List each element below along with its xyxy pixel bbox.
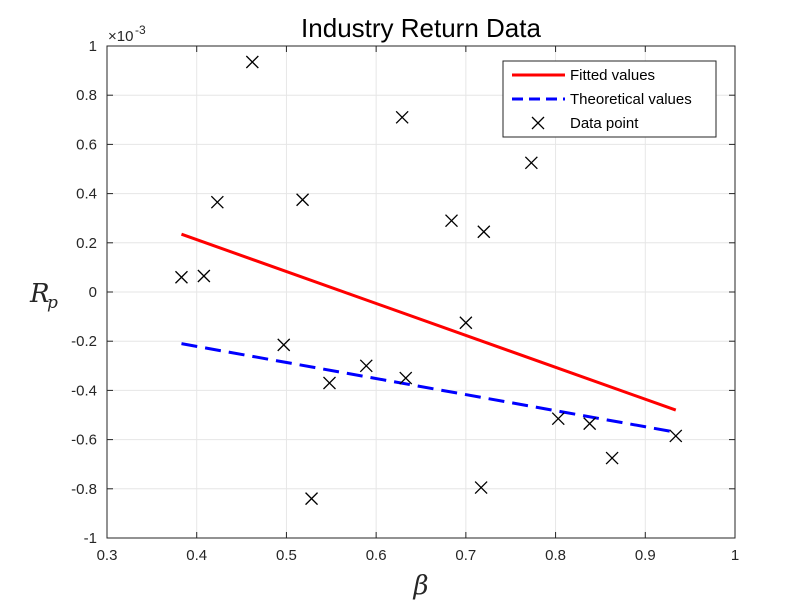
data-point-marker	[477, 225, 491, 239]
data-point-marker	[605, 451, 619, 465]
y-tick-label: -0.2	[71, 333, 97, 350]
y-tick-label: -0.6	[71, 432, 97, 449]
series-line-0	[180, 232, 677, 412]
axis-exponent-power: -3	[135, 23, 146, 37]
data-point-marker	[245, 55, 259, 69]
data-point-marker	[445, 214, 458, 228]
x-tick-label: 0.7	[455, 547, 476, 564]
data-point-marker	[305, 492, 319, 506]
axis-exponent: ×10 -3	[108, 23, 146, 45]
y-tick-label: 1	[89, 38, 97, 55]
legend-label: Data point	[570, 115, 639, 132]
series-line-1	[181, 342, 677, 434]
data-point-marker	[524, 156, 538, 170]
data-point-marker	[583, 417, 597, 431]
data-point-marker	[197, 269, 211, 283]
legend-label: Theoretical values	[570, 91, 692, 108]
ticks: 0.3 0.4 0.5 0.6 0.7 0.8 0.9 1 -1 -0.8 -0.6 -0.4 -0.2…	[71, 38, 739, 564]
data-point-marker	[175, 270, 188, 284]
y-tick-label: -0.8	[71, 481, 97, 498]
x-tick-label: 0.4	[186, 547, 207, 564]
legend: Fitted values Theoretical values Data poin…	[502, 60, 717, 138]
series	[175, 55, 683, 506]
y-tick-label: -0.4	[71, 382, 97, 399]
y-axis-label-main: R	[29, 279, 50, 309]
data-point-marker	[277, 338, 291, 352]
x-tick-label: 0.9	[635, 547, 656, 564]
data-point-marker	[669, 429, 683, 443]
y-axis-label: R p	[29, 279, 58, 313]
data-point-marker	[474, 481, 488, 495]
chart-title: Industry Return Data	[301, 13, 541, 43]
data-point-marker	[323, 376, 336, 390]
data-point-marker	[551, 412, 565, 426]
y-axis-label-subscript: p	[47, 293, 58, 313]
data-point-marker	[359, 359, 373, 373]
x-tick-label: 0.5	[276, 547, 297, 564]
data-point-marker	[399, 371, 413, 385]
data-point-marker	[395, 110, 409, 124]
axis-exponent-base: ×10	[108, 28, 133, 45]
data-point-marker	[296, 193, 310, 207]
y-tick-label: -1	[84, 530, 97, 547]
x-axis-label: β	[412, 571, 428, 601]
legend-label: Fitted values	[570, 67, 655, 84]
y-tick-label: 0.8	[76, 87, 97, 104]
x-tick-label: 0.3	[97, 547, 118, 564]
x-tick-label: 1	[731, 547, 739, 564]
x-tick-label: 0.6	[366, 547, 387, 564]
legend-swatch-2	[531, 116, 545, 130]
x-tick-label: 0.8	[545, 547, 566, 564]
y-tick-label: 0.6	[76, 136, 97, 153]
y-tick-label: 0.4	[76, 186, 97, 203]
y-tick-label: 0.2	[76, 235, 97, 252]
data-point-marker	[210, 195, 224, 209]
data-point-marker	[459, 316, 473, 330]
y-tick-label: 0	[89, 284, 97, 301]
